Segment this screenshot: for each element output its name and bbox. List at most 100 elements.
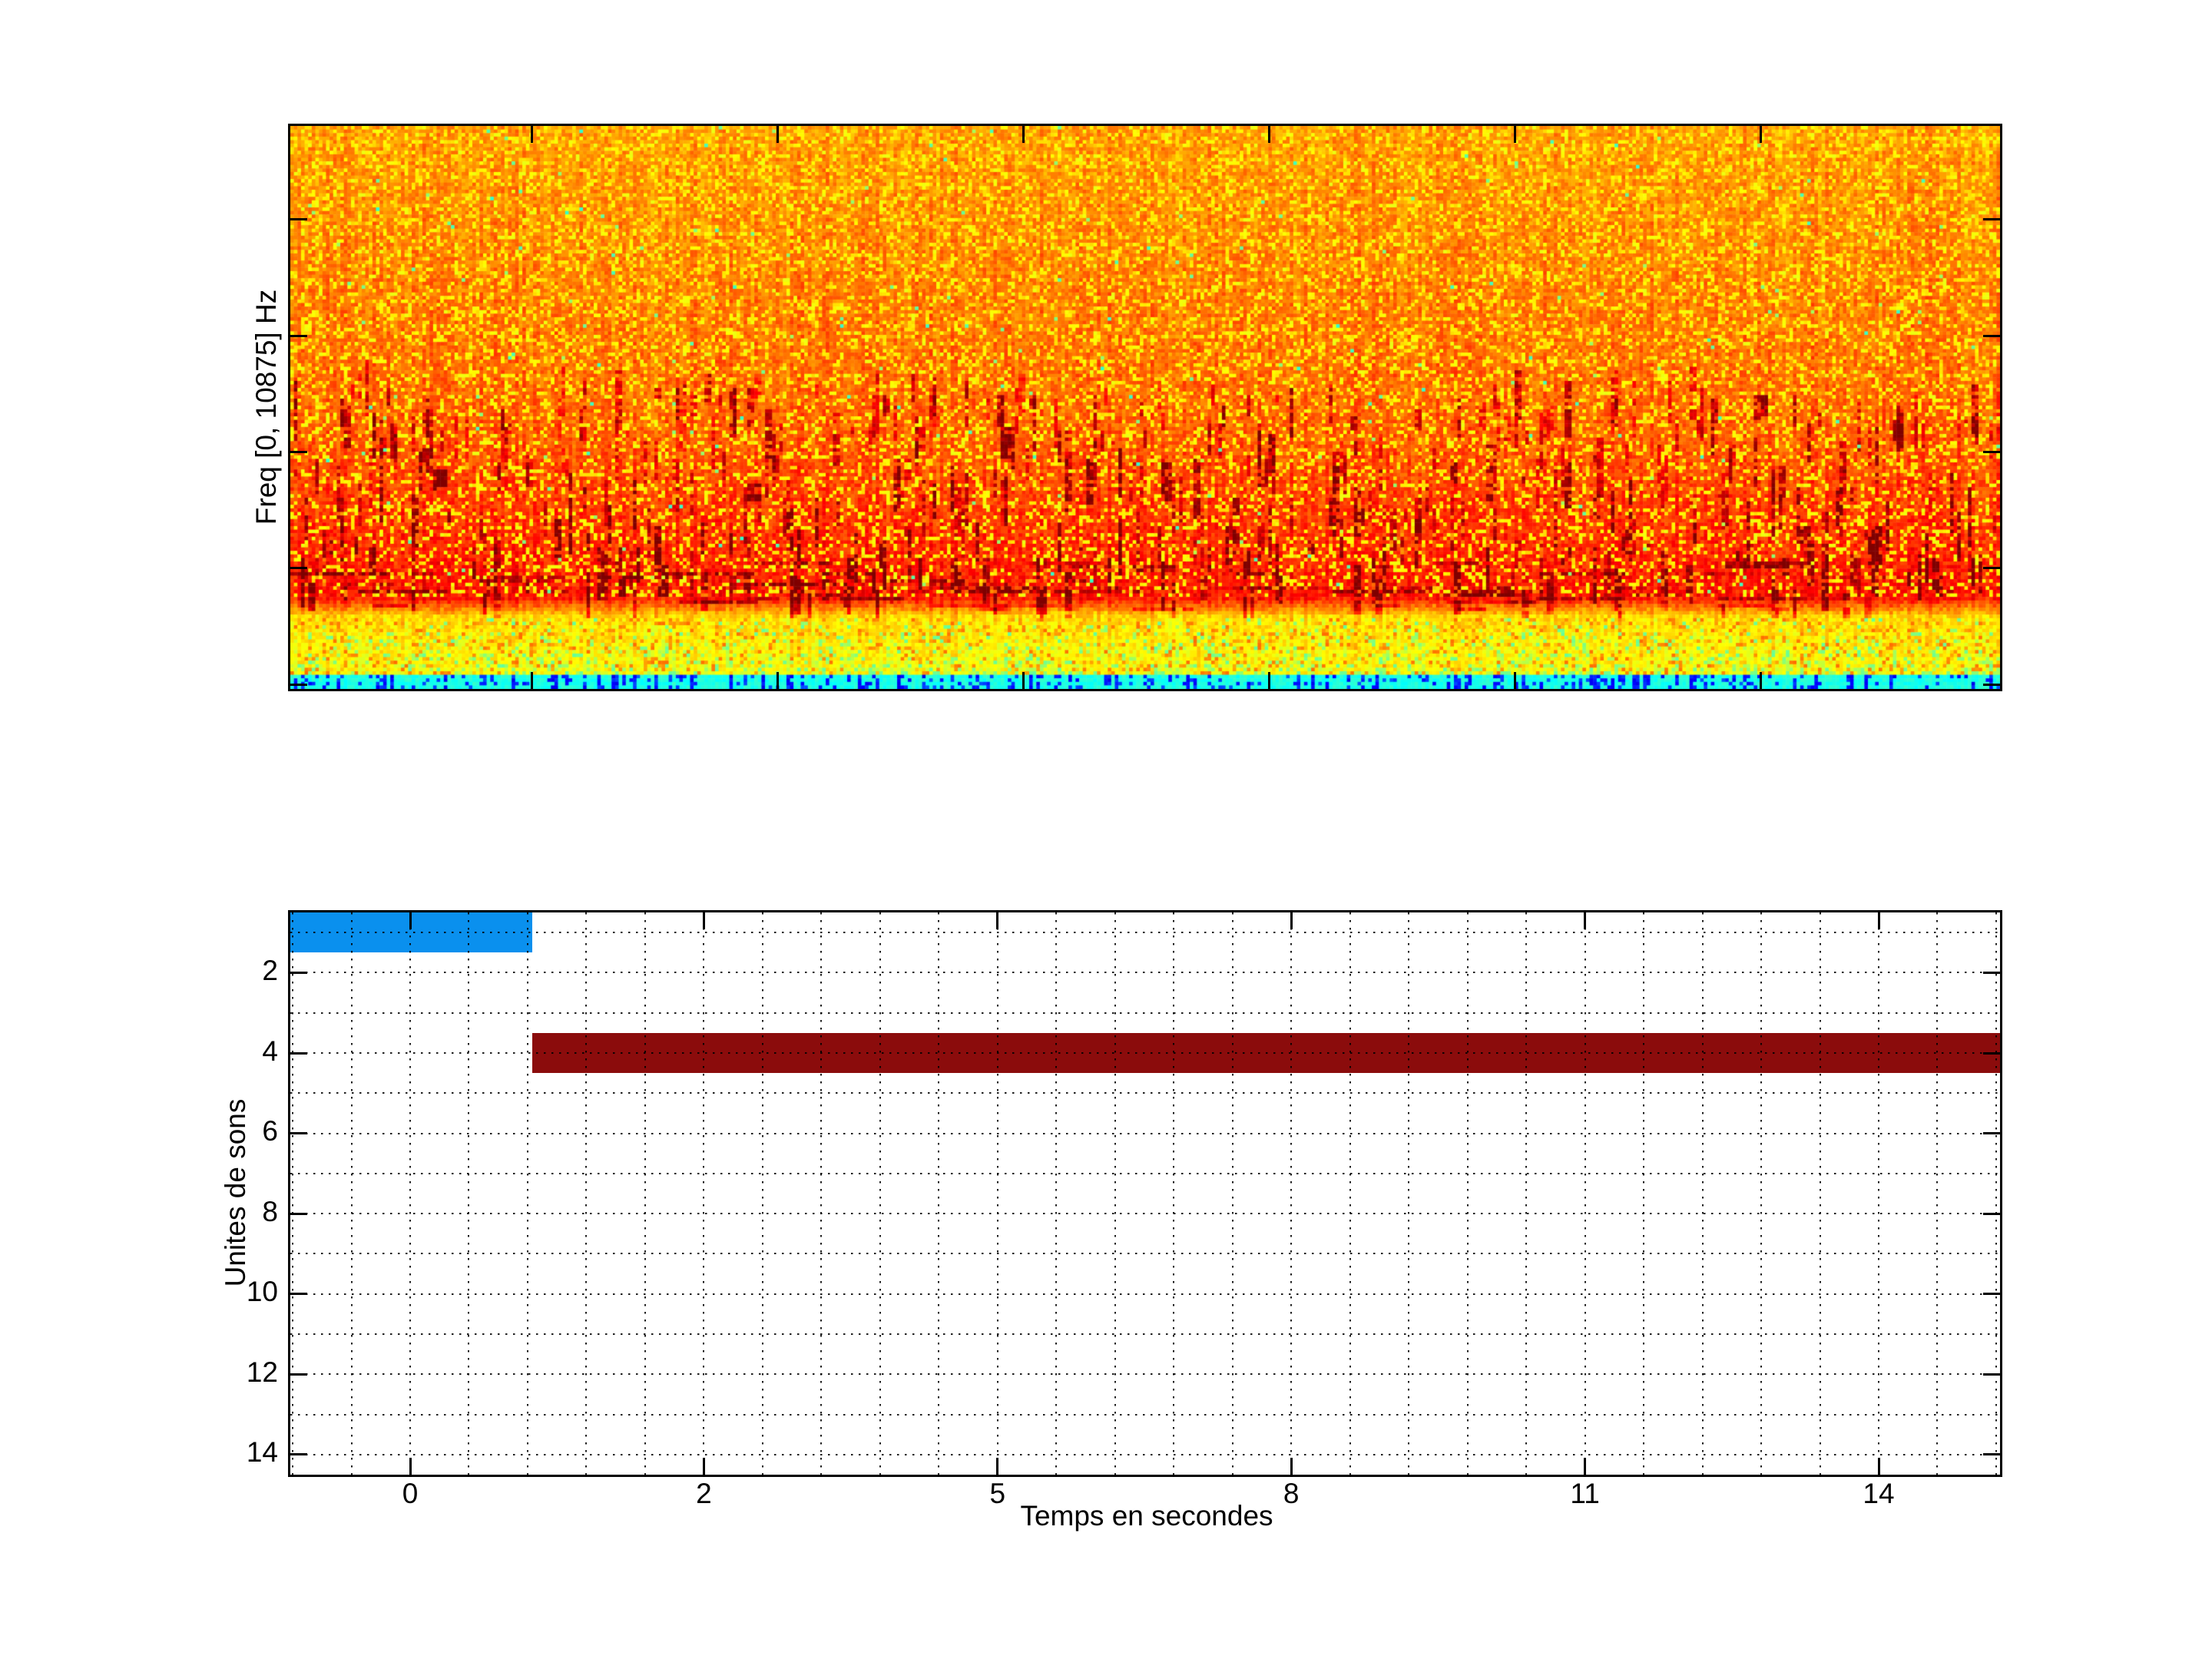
grid-v [1055, 912, 1058, 1475]
grid-v [350, 912, 353, 1475]
spectrogram-image [290, 126, 2000, 689]
grid-v [879, 912, 881, 1475]
y-tick-label: 4 [262, 1035, 278, 1067]
units-y-tick-left [290, 971, 307, 974]
y-tick-label: 2 [262, 954, 278, 986]
spec-y-tick-left [290, 451, 307, 453]
units-x-tick-bottom [702, 1458, 705, 1475]
grid-v [409, 912, 411, 1475]
grid-v [1173, 912, 1175, 1475]
spectrogram-axes [288, 124, 2002, 691]
units-x-tick-bottom [1877, 1458, 1880, 1475]
grid-h [290, 1453, 2000, 1455]
grid-v [1584, 912, 1586, 1475]
spec-y-tick-right [1983, 335, 2000, 337]
spec-x-tick-bottom [1268, 672, 1270, 689]
grid-v [1290, 912, 1293, 1475]
grid-v [1701, 912, 1704, 1475]
grid-h [290, 1213, 2000, 1215]
grid-h [290, 972, 2000, 974]
units-y-tick-right [1983, 971, 2000, 974]
y-tick-label: 8 [262, 1195, 278, 1227]
y-tick-label: 12 [246, 1356, 278, 1388]
grid-h [290, 1413, 2000, 1416]
units-y-tick-right [1983, 1051, 2000, 1055]
grid-h [290, 1172, 2000, 1174]
grid-h [290, 1012, 2000, 1014]
spec-x-tick-top [531, 126, 533, 143]
units-x-tick-bottom [1584, 1458, 1587, 1475]
grid-v [644, 912, 646, 1475]
x-tick-label: 5 [989, 1478, 1006, 1509]
spec-y-tick-left [290, 567, 307, 569]
units-x-tick-bottom [996, 1458, 999, 1475]
grid-h [290, 1092, 2000, 1094]
units-y-tick-left [290, 1373, 307, 1376]
x-tick-label: 11 [1570, 1478, 1600, 1509]
spec-x-tick-top [1022, 126, 1025, 143]
spec-x-tick-top [1514, 126, 1516, 143]
units-y-tick-left [290, 1051, 307, 1055]
y-tick-label: 6 [262, 1115, 278, 1147]
grid-v [1819, 912, 1821, 1475]
grid-v [1114, 912, 1116, 1475]
spec-y-tick-right [1983, 567, 2000, 569]
units-x-tick-top [1877, 912, 1880, 929]
grid-v [761, 912, 763, 1475]
time-x-axis-label: Temps en secondes [1020, 1500, 1273, 1532]
grid-h [290, 1132, 2000, 1134]
grid-h [290, 932, 2000, 934]
y-tick-label: 10 [246, 1276, 278, 1308]
spec-x-tick-bottom [1760, 672, 1762, 689]
x-tick-label: 14 [1863, 1478, 1895, 1509]
grid-h [290, 1373, 2000, 1376]
units-x-tick-bottom [1290, 1458, 1293, 1475]
grid-v [526, 912, 528, 1475]
x-tick-label: 8 [1283, 1478, 1300, 1509]
spec-y-tick-left [290, 335, 307, 337]
spec-x-tick-bottom [1022, 672, 1025, 689]
grid-v [1995, 912, 1997, 1475]
units-y-tick-left [290, 1453, 307, 1456]
grid-v [1760, 912, 1763, 1475]
grid-v [1643, 912, 1645, 1475]
units-x-tick-bottom [409, 1458, 412, 1475]
grid-v [1349, 912, 1351, 1475]
grid-v [1231, 912, 1233, 1475]
grid-v [1525, 912, 1528, 1475]
grid-h [290, 1253, 2000, 1255]
grid-v [292, 912, 294, 1475]
units-x-tick-top [996, 912, 999, 929]
spec-y-tick-left [290, 684, 307, 686]
grid-h [290, 1333, 2000, 1335]
spec-x-tick-bottom [531, 672, 533, 689]
grid-h [290, 1052, 2000, 1054]
units-y-tick-right [1983, 1373, 2000, 1376]
spec-x-tick-top [777, 126, 779, 143]
grid-h [290, 1293, 2000, 1295]
spec-x-tick-top [1268, 126, 1270, 143]
grid-v [938, 912, 940, 1475]
grid-v [468, 912, 470, 1475]
x-tick-label: 2 [696, 1478, 712, 1509]
grid-v [1936, 912, 1939, 1475]
units-x-tick-top [1290, 912, 1293, 929]
grid-v [1408, 912, 1410, 1475]
units-axes [288, 910, 2002, 1477]
grid-v [996, 912, 998, 1475]
spec-y-tick-right [1983, 218, 2000, 220]
units-x-tick-top [702, 912, 705, 929]
units-y-tick-left [290, 1293, 307, 1296]
y-tick-label: 14 [246, 1436, 278, 1469]
grid-v [585, 912, 588, 1475]
spec-x-tick-bottom [1514, 672, 1516, 689]
grid-v [1878, 912, 1879, 1475]
spec-y-tick-right [1983, 684, 2000, 686]
units-x-tick-top [1584, 912, 1587, 929]
spec-x-tick-bottom [777, 672, 779, 689]
units-y-tick-right [1983, 1293, 2000, 1296]
grid-v [703, 912, 705, 1475]
units-y-tick-right [1983, 1132, 2000, 1135]
units-y-tick-right [1983, 1212, 2000, 1215]
